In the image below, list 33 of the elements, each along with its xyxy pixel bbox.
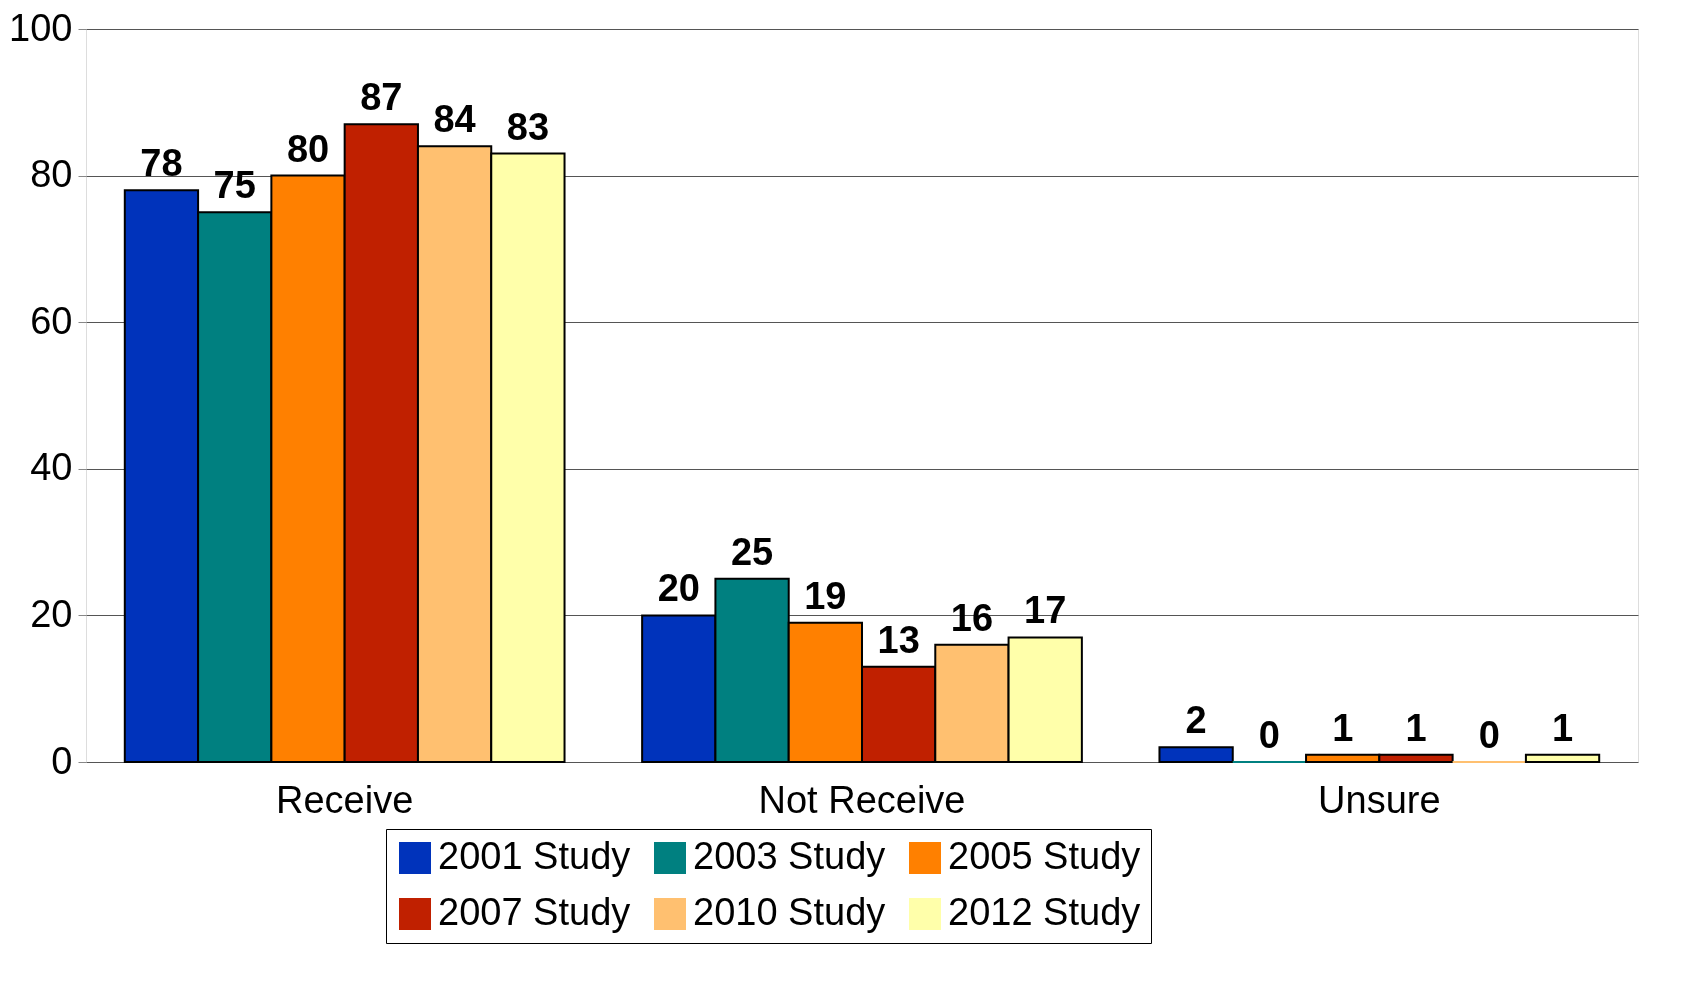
data-label: 80 bbox=[286, 127, 330, 170]
y-tick-label: 100 bbox=[9, 6, 73, 49]
data-label: 20 bbox=[657, 567, 700, 610]
data-label: 75 bbox=[213, 164, 256, 207]
data-label: 87 bbox=[360, 76, 403, 119]
data-label: 1 bbox=[1332, 706, 1354, 749]
data-label: 2 bbox=[1185, 699, 1207, 742]
y-tick-label: 60 bbox=[30, 299, 73, 342]
x-tick-label: Unsure bbox=[1318, 778, 1441, 821]
legend-label: 2010 Study bbox=[693, 891, 886, 933]
bar bbox=[1158, 746, 1234, 763]
data-label: 19 bbox=[804, 574, 847, 617]
data-label: 83 bbox=[506, 105, 550, 148]
data-label: 13 bbox=[877, 618, 920, 661]
data-label: 78 bbox=[140, 142, 183, 185]
x-tick-label: Receive bbox=[276, 778, 414, 821]
data-label: 84 bbox=[433, 98, 476, 141]
legend-label: 2007 Study bbox=[438, 891, 631, 933]
legend-label: 2012 Study bbox=[948, 891, 1141, 933]
data-label: 0 bbox=[1478, 714, 1500, 756]
data-label: 1 bbox=[1405, 706, 1427, 749]
legend-label: 2005 Study bbox=[948, 835, 1141, 877]
y-tick-label: 80 bbox=[30, 153, 73, 196]
legend-label: 2003 Study bbox=[693, 835, 886, 877]
y-tick-label: 40 bbox=[30, 446, 73, 489]
data-label: 25 bbox=[730, 530, 774, 573]
data-label: 0 bbox=[1258, 714, 1280, 756]
data-label: 1 bbox=[1551, 706, 1574, 749]
y-tick-label: 20 bbox=[30, 592, 73, 635]
x-tick-label: Not Receive bbox=[758, 778, 966, 821]
bar bbox=[1524, 753, 1601, 763]
y-tick-label: 0 bbox=[51, 739, 73, 782]
legend-label: 2001 Study bbox=[438, 835, 631, 877]
